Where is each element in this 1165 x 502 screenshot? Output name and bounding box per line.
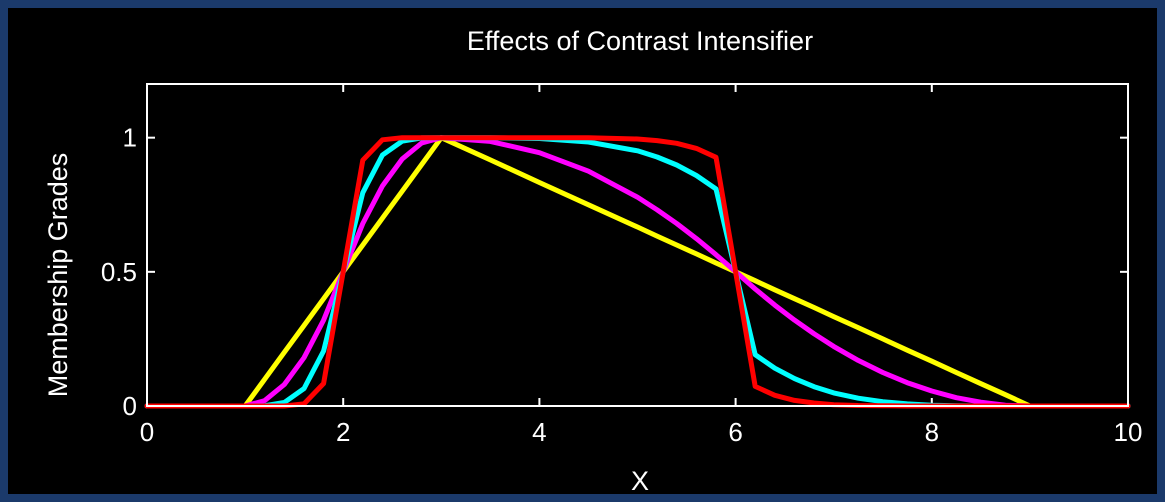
x-axis-label: X [631,466,649,494]
series-line-3 [144,135,1131,409]
chart-svg: Effects of Contrast Intensifier Membersh… [43,26,1143,494]
y-tick-label: 0 [123,391,137,421]
x-tick-label: 6 [728,417,742,447]
figure-panel: Effects of Contrast Intensifier Membersh… [8,8,1157,494]
chart-title: Effects of Contrast Intensifier [467,26,813,56]
x-tick-label: 0 [140,417,154,447]
series-line-1 [144,135,1131,409]
series-line-4 [144,135,1131,409]
series-layer [144,135,1131,409]
y-tick-label: 0.5 [101,257,137,287]
ticks-layer: 0 2 4 6 8 10 0 0.5 1 [101,84,1143,447]
x-tick-label: 2 [336,417,350,447]
y-tick-label: 1 [123,123,137,153]
y-axis-label: Membership Grades [43,153,73,398]
plot-area-border [146,83,1129,407]
x-tick-label: 8 [925,417,939,447]
series-line-2 [144,135,1131,409]
x-tick-label: 10 [1114,417,1143,447]
x-tick-label: 4 [532,417,546,447]
